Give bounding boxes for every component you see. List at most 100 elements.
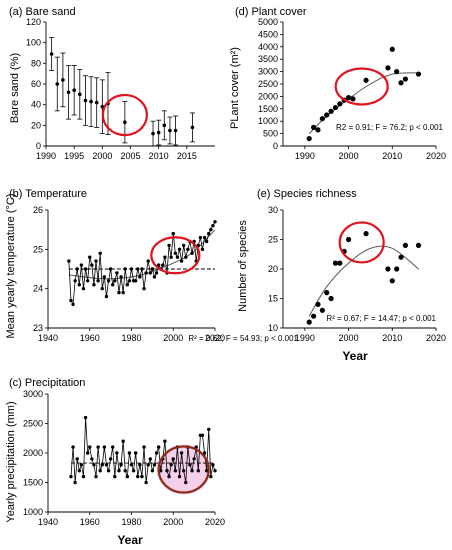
data-point: [144, 271, 148, 275]
data-point: [156, 130, 161, 135]
y-tick-label: 1000: [258, 116, 278, 126]
data-point: [79, 463, 84, 467]
data-point: [73, 480, 77, 485]
data-point: [108, 267, 113, 271]
data-point: [136, 474, 140, 479]
y-tick-label: 2500: [23, 419, 43, 429]
highlight-circle: [338, 221, 385, 264]
data-point: [173, 251, 178, 255]
data-point: [102, 275, 107, 279]
y-tick-label: 25: [268, 235, 278, 245]
data-point: [213, 469, 217, 473]
data-point: [75, 267, 79, 271]
data-point: [88, 255, 92, 259]
data-point: [181, 243, 186, 248]
data-point: [138, 463, 142, 467]
data-point: [171, 457, 175, 461]
x-tick-label: 1990: [295, 151, 315, 161]
panel-plant-cover: (d) Plant cover PLant cover (m²) R2 = 0.…: [229, 6, 446, 161]
data-point: [83, 98, 88, 103]
data-point: [129, 463, 134, 467]
x-tick-label: 1960: [80, 517, 100, 527]
x-tick-label: 1940: [38, 333, 58, 343]
data-point: [117, 469, 121, 473]
data-point: [151, 131, 155, 136]
data-point: [83, 267, 88, 271]
data-point: [350, 96, 356, 102]
y-tick-label: 2000: [258, 91, 278, 101]
data-point: [81, 286, 86, 291]
data-point: [119, 275, 123, 279]
data-point: [94, 259, 98, 263]
data-point: [345, 95, 352, 101]
x-tick-label: 2020: [426, 333, 446, 343]
data-point: [177, 247, 182, 252]
panel-bare-sand: (a) Bare sand Bare sand (%) 1990 1995 2000…: [9, 6, 215, 161]
data-point: [179, 451, 184, 455]
data-point: [211, 463, 215, 467]
data-point: [415, 242, 422, 248]
data-point: [363, 231, 369, 237]
y-axis-label-plant-cover: PLant cover (m²): [229, 47, 241, 129]
data-point: [146, 463, 150, 467]
data-point: [106, 279, 111, 283]
data-point: [94, 100, 99, 105]
data-point: [175, 255, 180, 259]
y-tick-label: 15: [268, 294, 278, 304]
data-point: [306, 319, 312, 325]
data-point: [181, 469, 186, 473]
data-point: [148, 457, 152, 461]
data-point: [123, 469, 127, 473]
x-tick-label: 2010: [382, 151, 402, 161]
data-point: [78, 92, 82, 97]
data-point: [385, 65, 391, 71]
data-point: [100, 286, 104, 291]
panel-species-richness: (e) Species richness Number of species R…: [237, 188, 446, 363]
y-tick-label: 4500: [258, 29, 278, 39]
x-tick-label: 1960: [80, 333, 100, 343]
data-point: [61, 78, 65, 82]
panel-temperature: (b) Temperature Mean yearly temperature …: [5, 188, 299, 343]
stats-annotation-temperature: R² = 0.62; F = 54.93; p < 0.001: [188, 334, 298, 343]
data-point: [72, 88, 76, 92]
data-point: [127, 279, 132, 283]
data-point: [71, 445, 75, 449]
x-tick-label: 2010: [382, 333, 402, 343]
data-point: [152, 275, 157, 279]
data-point: [319, 307, 325, 313]
data-point: [55, 82, 60, 86]
data-point: [171, 231, 175, 236]
x-tick-label: 1990: [295, 333, 315, 343]
data-point: [207, 427, 211, 432]
data-point: [311, 124, 317, 130]
data-point: [75, 457, 79, 461]
data-point: [69, 298, 73, 303]
y-tick-label: 20: [31, 120, 41, 130]
highlight-circle: [150, 236, 201, 275]
data-point: [389, 46, 395, 52]
data-point: [88, 445, 92, 449]
data-point: [209, 474, 213, 479]
data-point: [211, 224, 215, 228]
data-point: [154, 271, 159, 275]
y-tick-label: 0: [273, 141, 278, 151]
data-point: [140, 474, 144, 479]
data-point: [402, 242, 408, 248]
data-point: [152, 463, 157, 467]
data-point: [92, 463, 96, 467]
data-point: [136, 267, 140, 271]
y-tick-label: 100: [26, 38, 41, 48]
data-point: [89, 99, 93, 104]
data-point: [85, 279, 90, 283]
data-point: [142, 445, 146, 449]
y-tick-label: 5000: [258, 17, 278, 27]
data-point: [121, 439, 125, 443]
panel-title-plant-cover: (d) Plant cover: [235, 6, 307, 18]
data-point: [90, 263, 94, 267]
data-point: [207, 231, 211, 236]
y-axis-label-temperature: Mean yearly temperature (°C): [5, 193, 17, 338]
data-point: [77, 283, 82, 287]
data-point: [337, 101, 343, 107]
y-axis-label-bare-sand: Bare sand (%): [9, 53, 21, 123]
data-point: [402, 76, 408, 82]
